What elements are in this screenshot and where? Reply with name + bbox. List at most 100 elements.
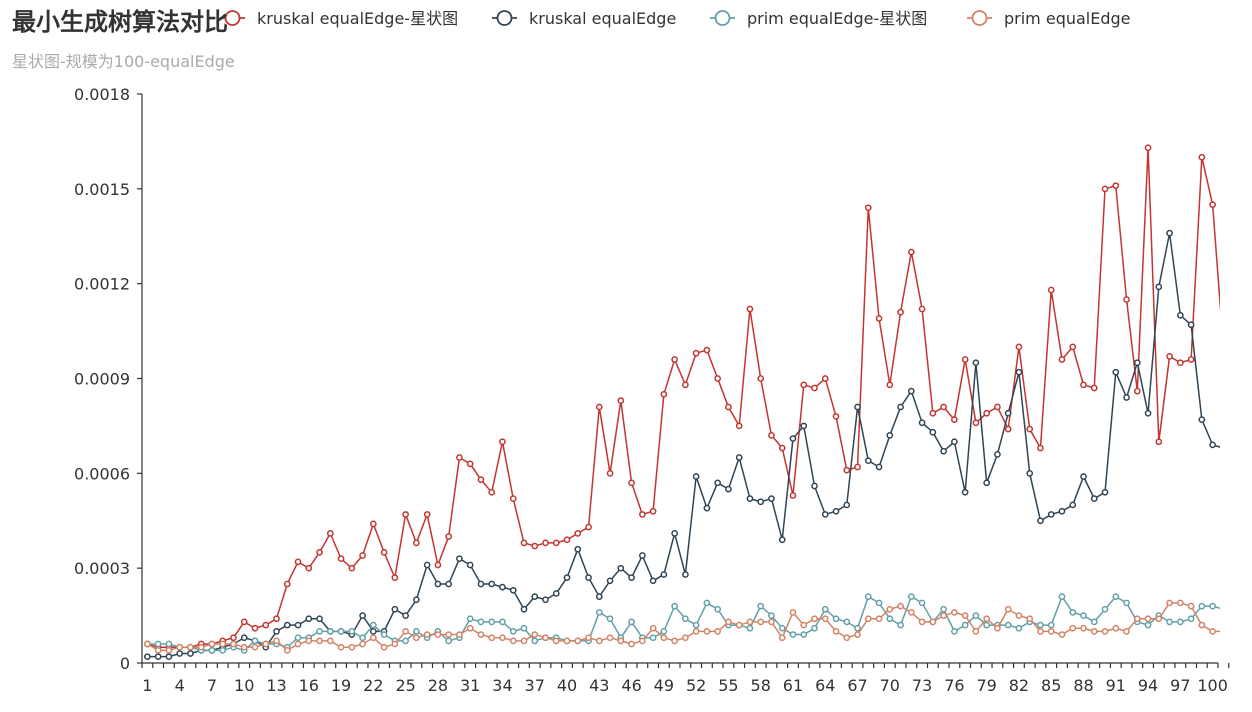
data-point	[821, 615, 829, 623]
data-point	[230, 634, 237, 642]
data-point	[154, 653, 162, 661]
data-point	[563, 536, 571, 544]
data-point	[595, 609, 603, 616]
data-point	[875, 599, 883, 607]
data-point	[671, 530, 678, 537]
data-point	[176, 643, 184, 651]
data-point	[1176, 311, 1184, 319]
data-point	[682, 634, 689, 642]
data-point	[628, 640, 635, 648]
data-point	[1058, 507, 1066, 515]
data-point	[854, 631, 861, 638]
x-tick-label: 28	[428, 676, 448, 695]
data-point	[886, 432, 894, 439]
data-point	[563, 637, 571, 645]
data-point	[1004, 621, 1012, 629]
data-point	[1069, 624, 1077, 632]
data-point	[251, 637, 259, 645]
data-point	[1221, 445, 1226, 450]
chart-subtitle: 星状图-规模为100-equalEdge	[12, 52, 235, 71]
data-point	[273, 637, 280, 645]
data-point	[940, 605, 947, 613]
data-point	[413, 634, 420, 642]
data-point	[477, 580, 485, 588]
data-point	[671, 602, 678, 610]
legend-item-1[interactable]: kruskal equalEdge-星状图	[220, 9, 458, 28]
data-point	[714, 479, 722, 487]
data-point	[240, 643, 248, 651]
data-point	[273, 628, 280, 635]
data-point	[402, 637, 409, 645]
x-tick-label: 40	[557, 676, 577, 695]
data-point	[1090, 384, 1098, 392]
data-point	[359, 612, 366, 619]
data-point	[1176, 618, 1184, 626]
axes: 0 0.0003 0.0006 0.0009 0.0012 0.0015 0.0018 1 4 7…	[74, 85, 1230, 695]
data-point	[682, 571, 689, 578]
data-point	[1047, 286, 1055, 294]
data-point	[789, 609, 797, 616]
data-point	[649, 624, 657, 632]
data-point	[768, 612, 775, 619]
data-point	[1176, 599, 1184, 607]
data-point	[1080, 381, 1087, 389]
legend-item-2[interactable]: kruskal equalEdge	[492, 9, 676, 28]
data-point	[864, 593, 872, 600]
data-point	[574, 545, 582, 553]
data-point	[951, 438, 958, 446]
x-tick-label: 13	[266, 676, 286, 695]
data-point	[1101, 488, 1109, 496]
data-point	[1155, 283, 1163, 291]
data-point	[983, 615, 991, 623]
data-point	[1198, 602, 1206, 610]
data-point	[262, 640, 270, 648]
data-point	[1166, 229, 1173, 237]
data-point	[1166, 618, 1173, 626]
data-point	[552, 637, 560, 645]
x-tick-label: 100	[1197, 676, 1228, 695]
data-point	[907, 248, 915, 256]
data-point	[714, 605, 722, 613]
data-point	[929, 618, 937, 626]
data-point	[918, 599, 926, 607]
data-point	[692, 621, 700, 629]
data-point	[660, 628, 668, 635]
data-point	[466, 624, 474, 632]
data-point	[165, 640, 173, 648]
data-point	[660, 634, 668, 642]
data-point	[369, 520, 377, 528]
x-tick-label: 94	[1138, 676, 1158, 695]
data-point	[240, 618, 248, 626]
legend-item-3[interactable]: prim equalEdge-星状图	[710, 9, 927, 28]
data-point	[789, 435, 797, 442]
data-point	[929, 409, 937, 417]
y-tick-label: 0.0009	[74, 370, 130, 389]
data-point	[1221, 344, 1226, 349]
data-point	[1221, 607, 1226, 612]
data-point	[735, 621, 743, 629]
data-point	[757, 602, 765, 610]
data-point	[1133, 387, 1141, 395]
y-tick-label: 0	[120, 654, 130, 673]
data-point	[1069, 609, 1077, 616]
data-point	[208, 647, 216, 654]
data-point	[1209, 628, 1216, 635]
data-point	[660, 390, 668, 398]
data-point	[907, 593, 915, 600]
data-point	[305, 615, 313, 623]
data-point	[337, 643, 345, 651]
data-point	[821, 511, 829, 518]
legend-item-4[interactable]: prim equalEdge	[967, 9, 1131, 28]
legend[interactable]: kruskal equalEdge-星状图 kruskal equalEdge pr…	[220, 9, 1131, 28]
data-point	[994, 403, 1001, 411]
data-point	[154, 647, 162, 654]
data-point	[832, 507, 840, 515]
data-point	[466, 460, 474, 468]
y-tick-label: 0.0018	[74, 85, 130, 104]
data-point	[1166, 599, 1173, 607]
data-point	[746, 618, 754, 626]
x-tick-label: 79	[976, 676, 996, 695]
data-point	[445, 637, 453, 645]
data-point	[660, 571, 668, 578]
data-point	[294, 634, 302, 642]
